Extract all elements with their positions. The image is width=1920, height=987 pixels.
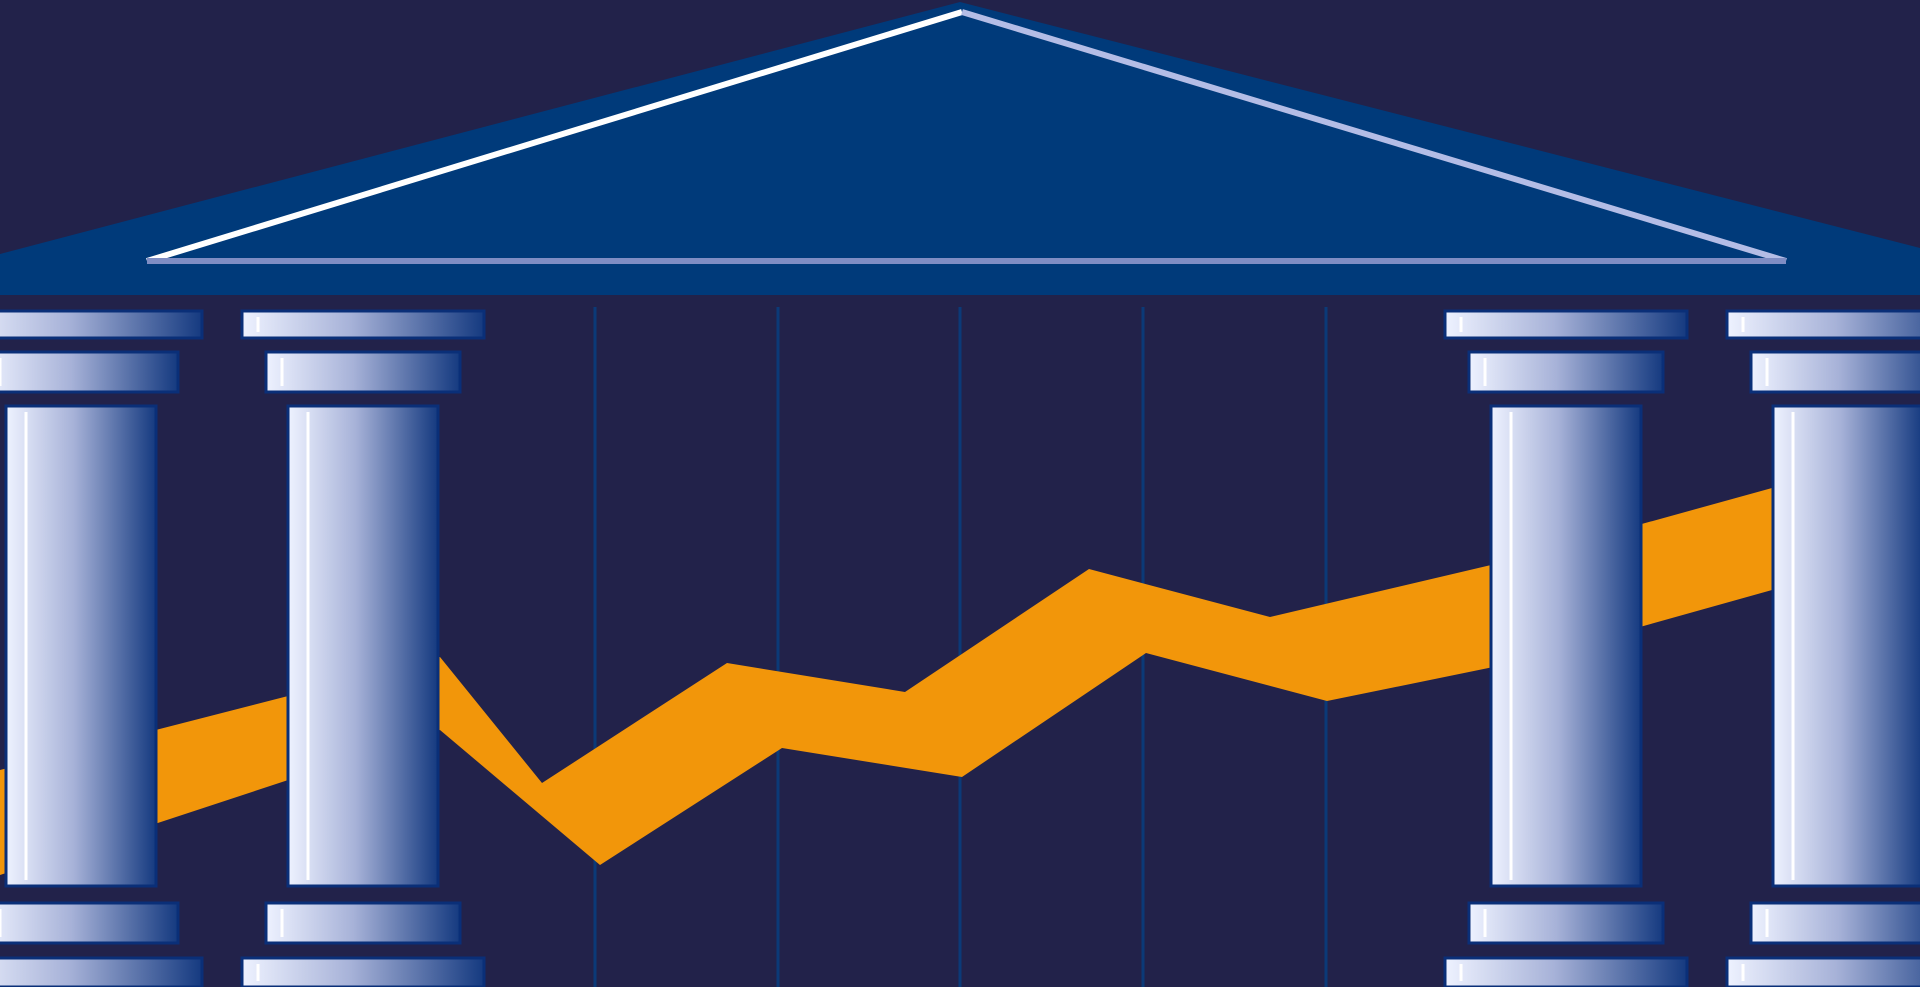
column-base-plinth — [240, 956, 486, 987]
column-base-plinth — [1725, 956, 1920, 987]
roof-shape — [0, 2, 1920, 295]
column-top-cap — [0, 309, 204, 340]
column-shaft — [1771, 404, 1920, 888]
column-base-neck — [1467, 901, 1665, 945]
column-shaft — [286, 404, 440, 888]
column-shaft — [1489, 404, 1643, 888]
column-top-neck — [0, 350, 180, 394]
column-shaft — [4, 404, 158, 888]
roof-pediment — [0, 2, 1920, 295]
roof-outline-right — [961, 9, 1787, 264]
column-top-neck — [264, 350, 462, 394]
column-top-neck — [1467, 350, 1665, 394]
column-base-neck — [0, 901, 180, 945]
column-top-cap — [1725, 309, 1920, 340]
column-top-neck — [1749, 350, 1920, 394]
column-top-cap — [1443, 309, 1689, 340]
column-base-neck — [264, 901, 462, 945]
column-base-plinth — [1443, 956, 1689, 987]
columns — [0, 309, 1920, 987]
column — [1443, 309, 1689, 987]
roof-outline-left — [146, 9, 963, 264]
column — [240, 309, 486, 987]
column-base-plinth — [0, 956, 204, 987]
column — [1725, 309, 1920, 987]
column — [0, 309, 204, 987]
column-top-cap — [240, 309, 486, 340]
column-base-neck — [1749, 901, 1920, 945]
